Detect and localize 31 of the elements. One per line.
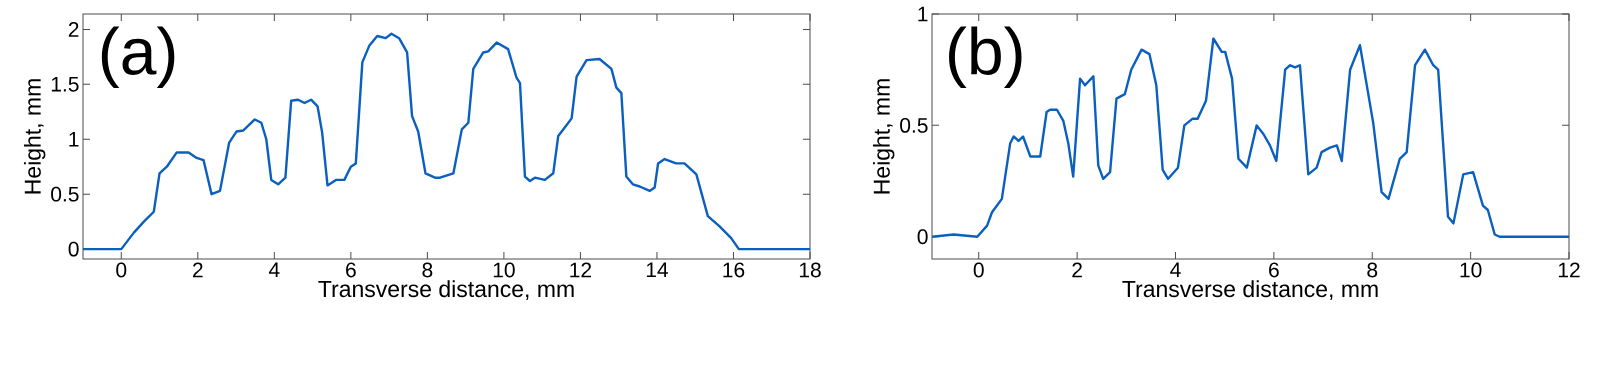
x-tick-label: 0 (973, 262, 984, 278)
x-tick-label: 14 (646, 262, 669, 277)
y-tick-label: 0 (68, 241, 79, 257)
x-tick-label: 2 (1072, 262, 1082, 278)
x-tick-label: 8 (422, 262, 433, 278)
x-tick-label: 8 (1367, 262, 1378, 278)
y-tick-label: 0.5 (900, 117, 928, 133)
y-tick-label: 1.5 (51, 76, 79, 92)
x-tick-label: 2 (193, 262, 203, 278)
y-axis-title: Height, mm (23, 79, 46, 194)
x-tick-label: 10 (1460, 262, 1482, 278)
x-tick-label: 12 (1558, 262, 1580, 278)
x-tick-label: 6 (346, 262, 356, 278)
y-tick-label: 0 (917, 229, 928, 245)
y-tick-label: 1 (918, 6, 928, 22)
x-axis-title: Transverse distance, mm (1122, 280, 1378, 300)
x-tick-label: 16 (723, 262, 745, 278)
x-axis-title: Transverse distance, mm (318, 280, 574, 300)
annotation: (b) (949, 26, 1022, 88)
y-tick-label: 0.5 (51, 186, 79, 202)
x-tick-label: 12 (570, 262, 592, 278)
x-tick-label: 4 (268, 262, 280, 277)
y-tick-label: 2 (68, 22, 79, 37)
annotation: (a) (101, 26, 175, 88)
x-tick-label: 6 (1269, 262, 1279, 278)
x-tick-label: 18 (799, 262, 821, 278)
x-tick-label: 4 (1170, 262, 1181, 277)
y-axis-title: Height, mm (872, 79, 895, 194)
x-tick-label: 0 (116, 262, 127, 278)
x-tick-label: 10 (493, 262, 515, 278)
y-tick-label: 1 (69, 132, 79, 147)
